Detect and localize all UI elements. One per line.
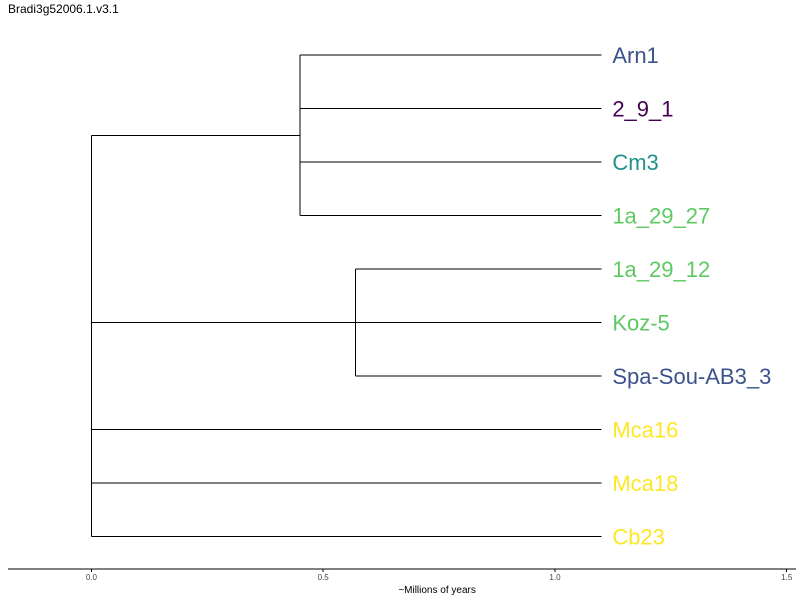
tip-label: Mca18 <box>612 471 678 496</box>
x-axis: 0.0 0.5 1.0 1.5 ~Millions of years <box>8 568 796 596</box>
x-tick-label: 0.0 <box>86 573 98 582</box>
tip-label: Cb23 <box>612 525 665 550</box>
tip-labels: Arn1 2_9_1 Cm3 1a_29_27 1a_29_12 Koz-5 Spa-Sou… <box>612 43 771 550</box>
x-tick-label: 1.5 <box>781 573 793 582</box>
tip-label: Koz-5 <box>612 311 669 336</box>
x-tick-label: 1.0 <box>549 573 561 582</box>
x-tick-label: 0.5 <box>318 573 330 582</box>
branches <box>90 54 602 537</box>
x-axis-ticks: 0.0 0.5 1.0 1.5 <box>86 569 793 582</box>
tip-label: Cm3 <box>612 150 658 175</box>
tip-label: 1a_29_12 <box>612 257 710 282</box>
x-axis-title: ~Millions of years <box>398 585 476 596</box>
page-title: Bradi3g52006.1.v3.1 <box>8 2 119 16</box>
tip-label: 2_9_1 <box>612 97 673 122</box>
tip-label: Arn1 <box>612 43 658 68</box>
tip-label: 1a_29_27 <box>612 204 710 229</box>
tip-label: Spa-Sou-AB3_3 <box>612 364 771 389</box>
tip-label: Mca16 <box>612 418 678 443</box>
